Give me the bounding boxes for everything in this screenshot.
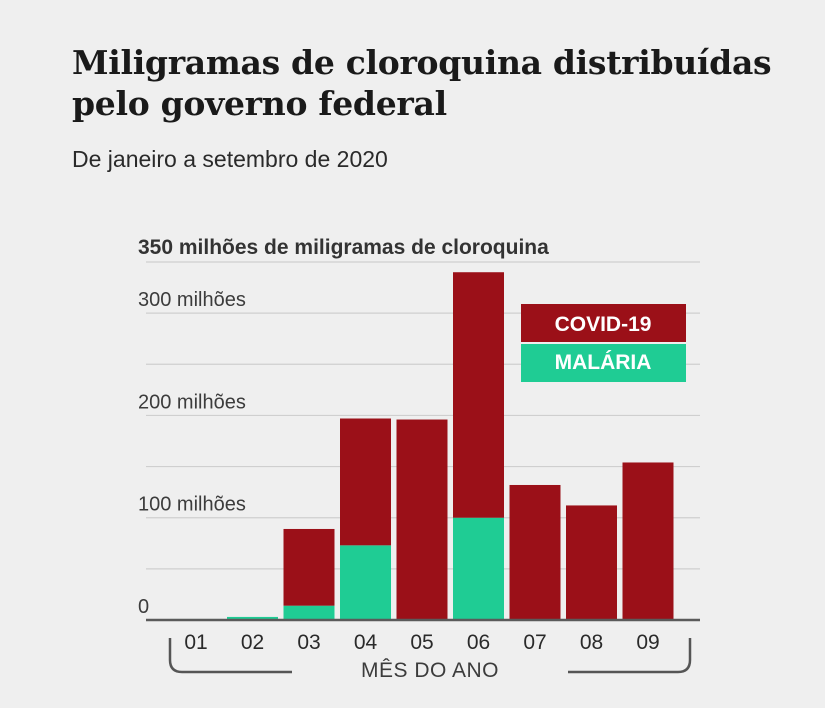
legend-covid-swatch bbox=[521, 304, 686, 342]
y-tick-labels: 0 100 milhões 200 milhões 300 milhões bbox=[138, 289, 246, 618]
bar-covid-19-08 bbox=[566, 505, 617, 620]
x-tick-label: 04 bbox=[354, 631, 378, 654]
x-tick-label: 09 bbox=[636, 631, 659, 654]
legend-malaria-swatch bbox=[521, 344, 686, 382]
bar-covid-19-03 bbox=[283, 528, 335, 606]
bar-covid-19-06 bbox=[453, 272, 504, 518]
x-tick-labels: 01 02 03 04 05 06 07 08 09 bbox=[184, 631, 659, 654]
y-tick-label: 0 bbox=[138, 596, 149, 618]
x-tick-label: 08 bbox=[580, 631, 603, 654]
bar-mal-ria-04 bbox=[340, 545, 391, 620]
x-tick-label: 01 bbox=[184, 631, 207, 654]
legend: COVID-19 MALÁRIA bbox=[521, 304, 686, 382]
bar-mal-ria-03 bbox=[283, 605, 335, 620]
bar-covid-19-07 bbox=[509, 484, 561, 620]
bar-covid-19-04 bbox=[340, 418, 391, 546]
bar-covid-19-05 bbox=[396, 419, 448, 620]
bar-mal-ria-06 bbox=[453, 517, 504, 620]
y-axis-label: 350 milhões de miligramas de cloroquina bbox=[138, 236, 549, 259]
y-tick-label: 100 milhões bbox=[138, 494, 246, 516]
x-axis-bracket-right bbox=[568, 638, 692, 674]
y-tick-label: 300 milhões bbox=[138, 289, 246, 311]
bars bbox=[170, 272, 674, 620]
x-tick-label: 03 bbox=[297, 631, 320, 654]
bar-mal-ria-02 bbox=[227, 616, 278, 620]
x-axis-label: MÊS DO ANO bbox=[361, 659, 499, 682]
bar-covid-19-09 bbox=[622, 462, 674, 620]
chart-title: Miligramas de cloroquina distribuídas pe… bbox=[72, 43, 772, 123]
x-tick-label: 05 bbox=[410, 631, 433, 654]
x-tick-label: 02 bbox=[241, 631, 264, 654]
x-axis-bracket-left bbox=[168, 638, 292, 674]
x-tick-label: 07 bbox=[523, 631, 546, 654]
x-tick-label: 06 bbox=[467, 631, 490, 654]
legend-malaria-label: MALÁRIA bbox=[555, 351, 652, 374]
y-tick-label: 200 milhões bbox=[138, 391, 246, 413]
chart-subtitle: De janeiro a setembro de 2020 bbox=[72, 146, 388, 172]
legend-covid-label: COVID-19 bbox=[555, 313, 652, 336]
